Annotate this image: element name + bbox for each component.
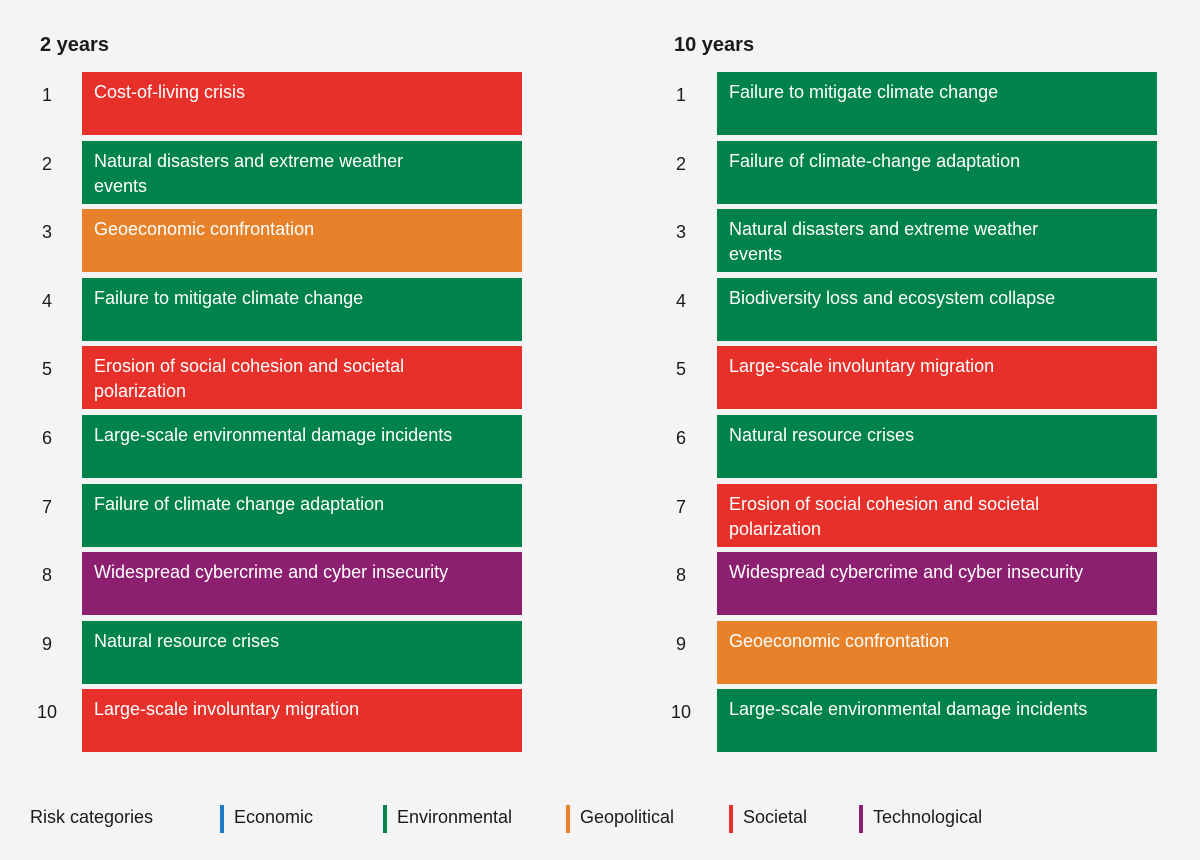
risk-label: Large-scale involuntary migration bbox=[729, 356, 995, 377]
rank-number: 1 bbox=[41, 85, 52, 105]
risk-label: Failure of climate-change adaptation bbox=[729, 150, 1021, 171]
risk-box: Widespread cybercrime and cyber insecuri… bbox=[717, 552, 1157, 616]
rank-number: 6 bbox=[675, 428, 686, 448]
rank-number: 5 bbox=[675, 359, 686, 380]
legend-swatch bbox=[729, 805, 733, 833]
risk-box: Geoeconomic confrontation bbox=[717, 620, 1157, 684]
panel-title: 10 years bbox=[674, 34, 755, 56]
legend-label: Geopolitical bbox=[580, 807, 675, 827]
legend-title: Risk categories bbox=[30, 807, 154, 827]
risk-box: Large-scale environmental damage inciden… bbox=[717, 689, 1157, 753]
risk-box: Failure of climate-change adaptation bbox=[717, 140, 1157, 204]
risk-box: Large-scale environmental damage inciden… bbox=[82, 415, 522, 478]
risk-label: Biodiversity loss and ecosystem collapse bbox=[729, 287, 1056, 308]
risk-label: Geoeconomic confrontation bbox=[94, 219, 315, 240]
rank-number: 2 bbox=[675, 153, 686, 174]
rank-number: 4 bbox=[675, 290, 686, 311]
rank-number: 3 bbox=[675, 222, 686, 243]
risk-box: Large-scale involuntary migration bbox=[717, 346, 1157, 410]
panel-title: 2 years bbox=[40, 34, 109, 56]
legend-swatch bbox=[220, 805, 224, 833]
legend-swatch bbox=[859, 805, 863, 833]
risk-box: Failure to mitigate climate change bbox=[82, 277, 522, 341]
risk-label: Cost-of-living crisis bbox=[94, 82, 246, 102]
risk-label: Geoeconomic confrontation bbox=[729, 630, 950, 651]
risk-box: Erosion of social cohesion and societal … bbox=[82, 346, 522, 410]
rank-number: 5 bbox=[41, 359, 52, 380]
legend-label: Societal bbox=[743, 807, 808, 827]
risk-box: Natural resource crises bbox=[82, 620, 522, 684]
rank-number: 2 bbox=[41, 153, 52, 174]
risk-label: Failure to mitigate climate change bbox=[94, 287, 364, 308]
rank-number: 6 bbox=[41, 428, 52, 448]
risk-box: Geoeconomic confrontation bbox=[82, 209, 522, 273]
risk-label: Natural disasters and extreme weather ev… bbox=[729, 219, 1039, 265]
risk-box: Biodiversity loss and ecosystem collapse bbox=[717, 277, 1157, 341]
risk-label: Failure of climate change adaptation bbox=[94, 493, 385, 514]
risk-box: Natural disasters and extreme weather ev… bbox=[717, 209, 1157, 273]
rank-number: 1 bbox=[675, 85, 686, 105]
rank-number: 10 bbox=[670, 702, 692, 723]
legend-label: Economic bbox=[234, 807, 314, 827]
legend-swatch bbox=[566, 805, 570, 833]
rank-number: 8 bbox=[675, 565, 686, 586]
risk-label: Widespread cybercrime and cyber insecuri… bbox=[94, 562, 449, 583]
risk-label: Failure to mitigate climate change bbox=[729, 82, 999, 102]
rank-number: 8 bbox=[41, 565, 52, 586]
risk-label: Large-scale environmental damage inciden… bbox=[729, 699, 1088, 720]
risk-label: Natural resource crises bbox=[729, 425, 915, 445]
risk-label: Large-scale environmental damage inciden… bbox=[94, 425, 453, 445]
risk-box: Erosion of social cohesion and societal … bbox=[717, 483, 1157, 547]
rank-number: 7 bbox=[41, 496, 52, 517]
rank-number: 10 bbox=[36, 702, 58, 723]
legend-swatch bbox=[383, 805, 387, 833]
legend-label: Environmental bbox=[397, 807, 513, 827]
risk-box: Failure of climate change adaptation bbox=[82, 483, 522, 547]
rank-number: 4 bbox=[41, 290, 52, 311]
rank-number: 9 bbox=[41, 633, 52, 654]
risk-label: Erosion of social cohesion and societal … bbox=[94, 356, 405, 402]
risk-label: Widespread cybercrime and cyber insecuri… bbox=[729, 562, 1084, 583]
risk-label: Large-scale involuntary migration bbox=[94, 699, 360, 720]
risk-label: Erosion of social cohesion and societal … bbox=[729, 493, 1040, 539]
risk-box: Natural resource crises bbox=[717, 415, 1157, 478]
risk-box: Cost-of-living crisis bbox=[82, 72, 522, 135]
risk-box: Natural disasters and extreme weather ev… bbox=[82, 140, 522, 204]
rank-number: 7 bbox=[675, 496, 686, 517]
rank-number: 3 bbox=[41, 222, 52, 243]
risk-label: Natural resource crises bbox=[94, 630, 280, 651]
rank-number: 9 bbox=[675, 633, 686, 654]
risk-label: Natural disasters and extreme weather ev… bbox=[94, 150, 404, 196]
risk-box: Large-scale involuntary migration bbox=[82, 689, 522, 753]
legend-label: Technological bbox=[873, 807, 983, 827]
risk-box: Failure to mitigate climate change bbox=[717, 72, 1157, 135]
risk-box: Widespread cybercrime and cyber insecuri… bbox=[82, 552, 522, 616]
